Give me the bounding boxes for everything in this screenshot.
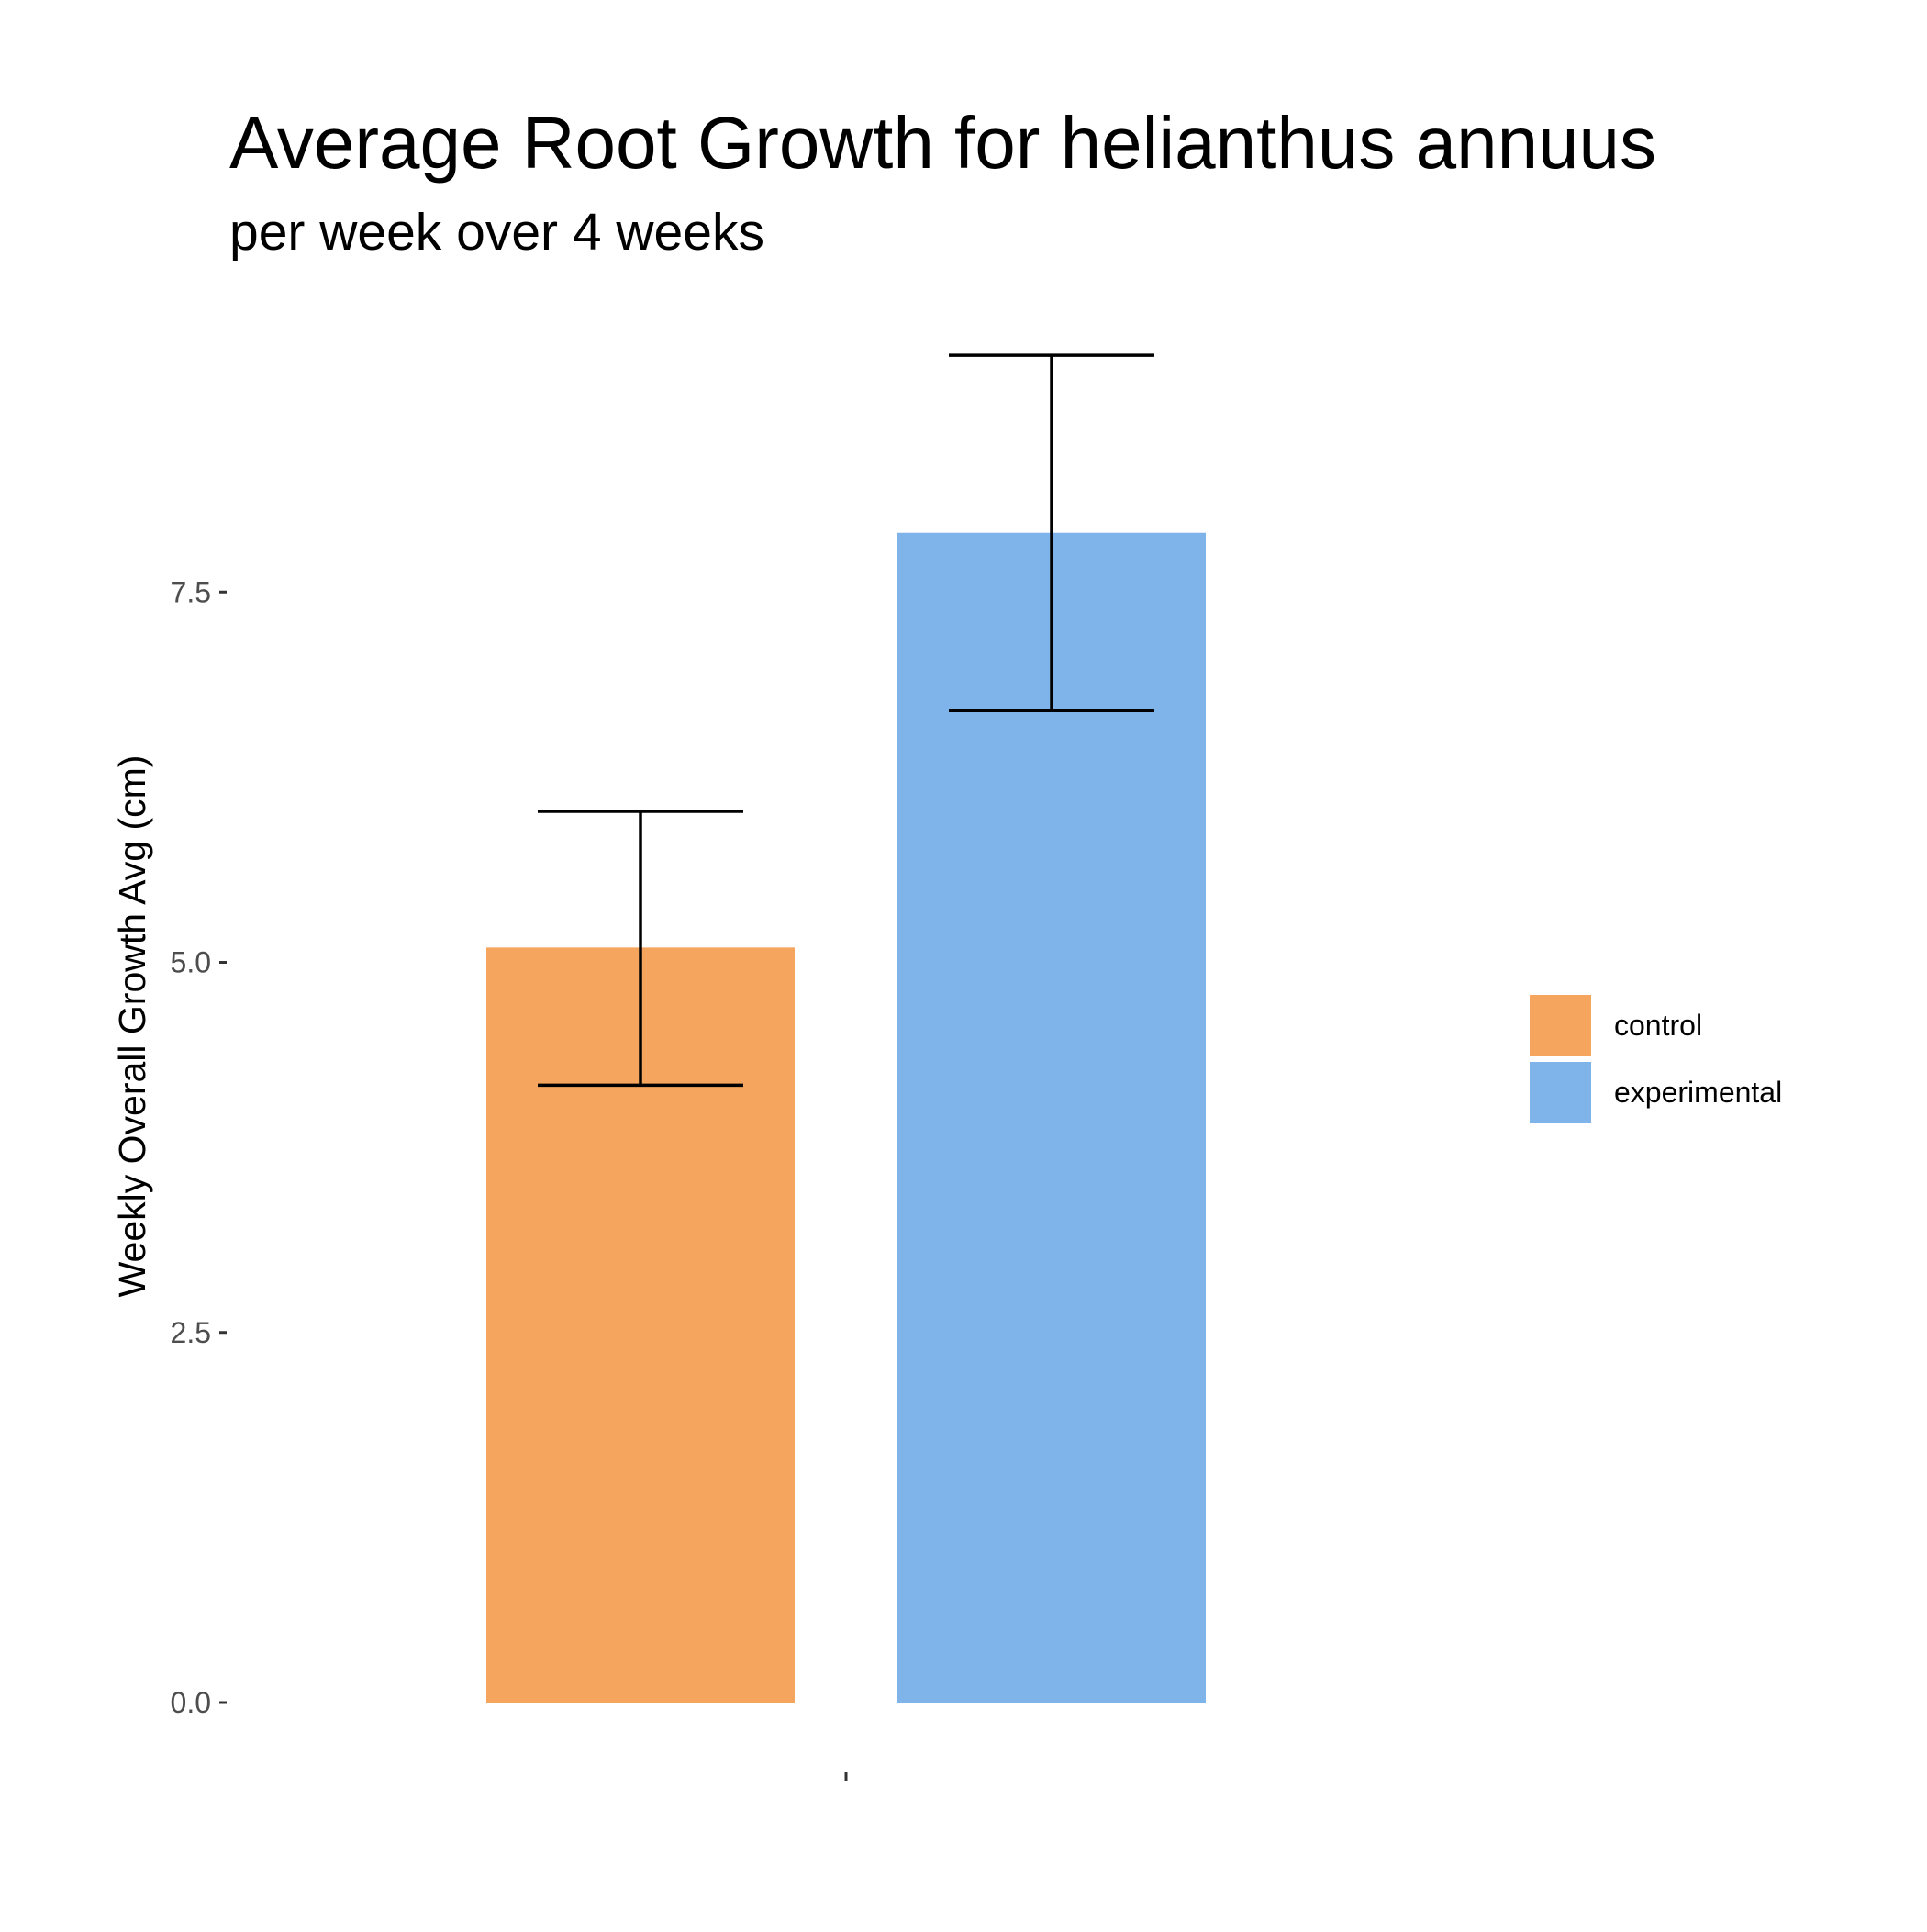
y-tick-label: 7.5 <box>171 575 211 609</box>
legend-label-experimental: experimental <box>1614 1076 1782 1109</box>
legend: control experimental <box>1530 995 1782 1123</box>
y-tick-label: 5.0 <box>171 946 211 979</box>
legend-label-control: control <box>1614 1009 1702 1042</box>
bars-group <box>486 532 1206 1703</box>
legend-key-experimental <box>1530 1062 1591 1123</box>
bar-experimental <box>897 532 1206 1703</box>
y-tick-label: 2.5 <box>171 1316 211 1349</box>
error-bars-group <box>538 353 1154 1088</box>
legend-key-control <box>1530 995 1591 1056</box>
y-axis: 0.0 2.5 5.0 7.5 <box>171 575 227 1719</box>
y-axis-label: Weekly Overall Growth Avg (cm) <box>111 755 153 1298</box>
y-tick-label: 0.0 <box>171 1686 211 1719</box>
chart-title: Average Root Growth for helianthus annuu… <box>229 102 1656 184</box>
chart-subtitle: per week over 4 weeks <box>229 203 764 262</box>
